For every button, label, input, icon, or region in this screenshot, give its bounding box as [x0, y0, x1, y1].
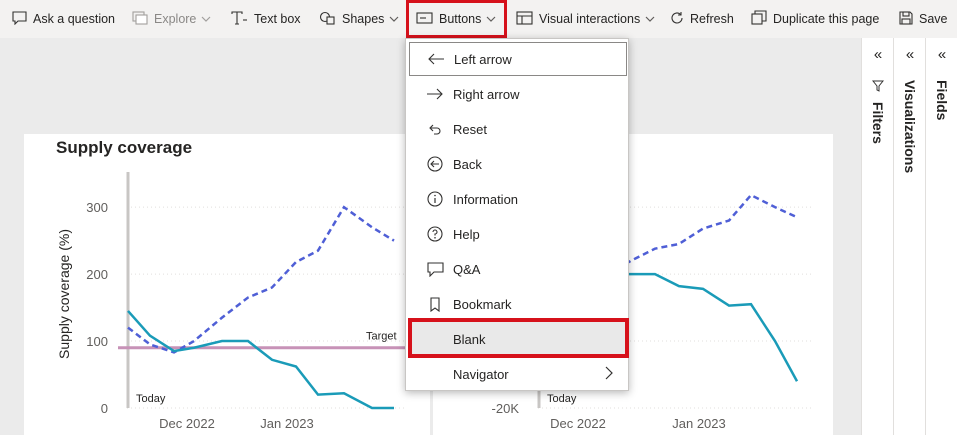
y-tick-label: -20K: [492, 401, 520, 416]
y-tick-label: 0: [101, 401, 108, 416]
visualizations-pane[interactable]: « Visualizations: [893, 38, 926, 435]
x-tick-label: Dec 2022: [159, 416, 215, 431]
chevron-right-icon: [605, 366, 613, 383]
help-icon: [425, 226, 445, 242]
filters-pane[interactable]: « Filters: [861, 38, 894, 435]
x-tick-label: Dec 2022: [550, 416, 606, 431]
chevron-down-icon: [645, 13, 655, 25]
visualizations-pane-title: Visualizations: [902, 80, 918, 174]
ask-question-button[interactable]: Ask a question: [12, 0, 115, 38]
x-tick-label: Jan 2023: [672, 416, 726, 431]
y-tick-label: 200: [86, 267, 108, 282]
menu-item-navigator[interactable]: Navigator: [409, 357, 627, 391]
chevron-down-icon: [389, 13, 399, 25]
reset-icon: [425, 122, 445, 136]
text-box-icon: [230, 10, 248, 28]
menu-item-right-arrow[interactable]: Right arrow: [409, 77, 627, 111]
qna-icon: [425, 261, 445, 277]
save-button[interactable]: Save: [899, 0, 948, 38]
today-label: Today: [547, 393, 577, 405]
shapes-button[interactable]: Shapes: [319, 0, 399, 38]
buttons-label: Buttons: [439, 12, 482, 26]
collapse-visualizations-icon[interactable]: «: [905, 46, 915, 63]
actual-series-line: [608, 272, 799, 382]
filter-icon: [870, 80, 886, 92]
buttons-highlight-box: [406, 0, 507, 38]
menu-item-information[interactable]: Information: [409, 182, 627, 216]
today-label: Today: [136, 393, 166, 405]
visual-interactions-label: Visual interactions: [539, 12, 641, 26]
report-toolbar: Ask a question Explore Text box Shapes B…: [0, 0, 957, 38]
back-icon: [425, 156, 445, 172]
save-label: Save: [919, 12, 948, 26]
menu-item-reset[interactable]: Reset: [409, 112, 627, 146]
fields-pane[interactable]: « Fields: [925, 38, 957, 435]
blank-highlight-box: [408, 318, 629, 358]
text-box-label: Text box: [254, 12, 301, 26]
refresh-icon: [670, 11, 684, 28]
filters-pane-title: Filters: [870, 80, 886, 144]
duplicate-page-icon: [751, 10, 767, 28]
left-arrow-icon: [426, 53, 446, 65]
save-icon: [899, 10, 913, 28]
menu-item-blank[interactable]: Blank: [409, 322, 627, 356]
chevron-down-icon: [486, 13, 496, 25]
shapes-icon: [319, 11, 336, 28]
supply-coverage-visual[interactable]: Supply coverage Supply coverage (%) 0 100…: [24, 134, 430, 435]
chart-title: Supply coverage: [56, 138, 193, 157]
y-tick-label: 300: [86, 200, 108, 215]
buttons-dropdown-menu: Left arrow Right arrow Reset Back Inform…: [405, 38, 629, 391]
collapse-fields-icon[interactable]: «: [937, 46, 947, 63]
collapse-filters-icon[interactable]: «: [873, 46, 883, 63]
chat-question-icon: [12, 10, 27, 28]
right-arrow-icon: [425, 88, 445, 100]
menu-item-help[interactable]: Help: [409, 217, 627, 251]
duplicate-page-label: Duplicate this page: [773, 12, 880, 26]
explore-label: Explore: [154, 12, 197, 26]
y-axis-label: Supply coverage (%): [56, 229, 72, 359]
buttons-button[interactable]: Buttons: [416, 0, 496, 38]
ask-question-label: Ask a question: [33, 12, 115, 26]
y-tick-label: 100: [86, 334, 108, 349]
x-tick-label: Jan 2023: [260, 416, 314, 431]
explore-icon: [132, 10, 148, 28]
buttons-icon: [416, 11, 433, 27]
forecast-series-line: [127, 205, 395, 354]
visual-interactions-button[interactable]: Visual interactions: [516, 0, 655, 38]
fields-pane-title: Fields: [934, 80, 950, 121]
refresh-button[interactable]: Refresh: [670, 0, 734, 38]
supply-coverage-chart: Supply coverage (%) 0 100 200 300 Today Targe…: [56, 172, 430, 431]
bookmark-icon: [425, 296, 445, 312]
menu-item-qna[interactable]: Q&A: [409, 252, 627, 286]
chevron-down-icon: [201, 13, 211, 25]
duplicate-page-button[interactable]: Duplicate this page: [751, 0, 879, 38]
target-label: Target: [366, 331, 397, 343]
information-icon: [425, 191, 445, 207]
text-box-button[interactable]: Text box: [230, 0, 301, 38]
menu-item-back[interactable]: Back: [409, 147, 627, 181]
explore-button[interactable]: Explore: [132, 0, 211, 38]
visual-interactions-icon: [516, 10, 533, 28]
forecast-series-line: [607, 193, 798, 276]
shapes-label: Shapes: [342, 12, 385, 26]
refresh-label: Refresh: [690, 12, 734, 26]
actual-series-line: [127, 310, 394, 410]
menu-item-left-arrow[interactable]: Left arrow: [409, 42, 627, 76]
menu-item-bookmark[interactable]: Bookmark: [409, 287, 627, 321]
